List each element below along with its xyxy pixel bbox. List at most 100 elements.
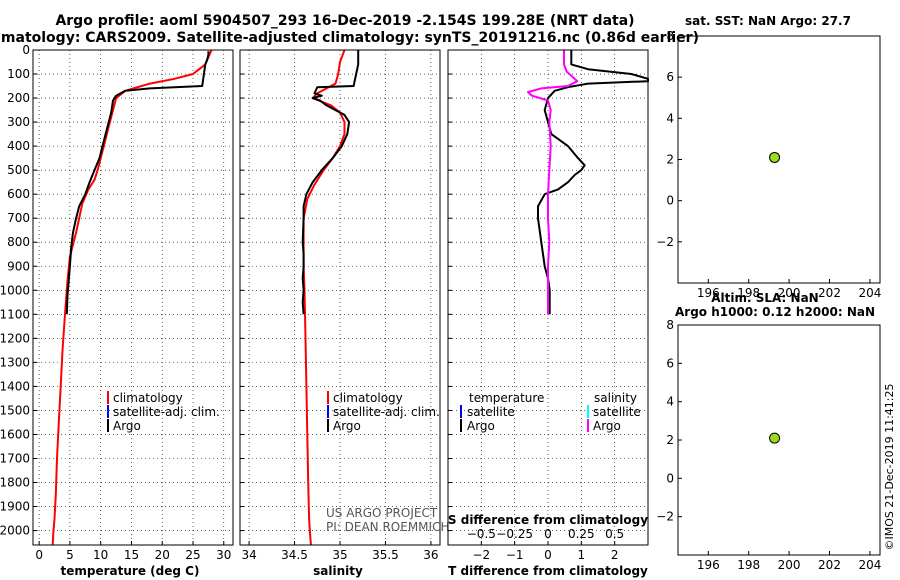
legend-label-t-argo: Argo [467,419,495,433]
salinity-panel: 34 34.5 35 35.5 36 salinity climatology sate… [239,49,449,578]
legend-label-argo: Argo [333,419,361,433]
y-tick-label: 1000 [0,283,30,297]
x-tick-label: 34 [241,548,256,562]
x-tick-label: 35.5 [372,548,399,562]
temperature-series [51,49,213,546]
legend-heading-temperature: temperature [469,391,544,405]
temperature-xlabel: temperature (deg C) [61,564,200,578]
y-tick-label: 1800 [0,476,30,490]
legend-label-climatology: climatology [333,391,403,405]
salinity-grid [240,49,440,545]
y-tick-label: 800 [7,235,30,249]
x-tick-label: 0 [544,548,552,562]
sla-ticks: −2 0 2 4 6 8 196 198 200 202 204 [656,318,881,572]
data-point [769,432,781,444]
legend-label-s-argo: Argo [593,419,621,433]
series-line-t-argo-clim [537,50,649,315]
x-tick-label: 5 [66,548,74,562]
difference-ticks: −2 −1 0 1 2 −0.5 −0.25 0 0.25 0.5 [448,49,624,562]
sst-title: sat. SST: NaN Argo: 27.7 [685,14,851,28]
x-tick-label: 204 [858,286,881,300]
legend-label-climatology: climatology [113,391,183,405]
difference-x2label: S difference from climatology [448,513,648,527]
difference-legend: temperature satellite Argo salinity sate… [460,391,641,433]
y-tick-label: 1300 [0,355,30,369]
credit-project: US ARGO PROJECT [326,506,438,520]
y-tick-label: 8 [666,318,674,332]
x-tick-label: 200 [778,558,801,572]
difference-panel: −2 −1 0 1 2 −0.5 −0.25 0 0.25 0.5 T difference fr… [447,49,649,578]
x-tick-label: 10 [93,548,108,562]
x2-tick-label: −0.25 [496,527,533,541]
figure-title-line2: Climatology: CARS2009. Satellite-adjuste… [0,30,699,46]
x-tick-label: 2 [611,548,619,562]
data-point [769,151,781,163]
y-tick-label: 200 [7,91,30,105]
salinity-xlabel: salinity [313,564,363,578]
y-tick-label: −2 [656,235,674,249]
y-tick-label: −2 [656,510,674,524]
x-tick-label: 196 [697,286,720,300]
salinity-legend: climatology satellite-adj. clim. Argo [327,391,440,433]
y-tick-label: 2 [666,433,674,447]
y-tick-label: 1600 [0,427,30,441]
y-tick-label: 600 [7,187,30,201]
y-tick-label: 1500 [0,403,30,417]
imos-timestamp: ©IMOS 21-Dec-2019 11:41:25 [883,384,896,551]
y-tick-label: 900 [7,259,30,273]
legend-label-t-satellite: satellite [467,405,515,419]
y-tick-label: 4 [666,395,674,409]
sst-panel: sat. SST: NaN Argo: 27.7 −2 0 2 4 6 8 196 198 20… [656,14,881,300]
x-tick-label: −2 [472,548,490,562]
x-tick-label: 35 [332,548,347,562]
legend-label-satellite: satellite-adj. clim. [113,405,220,419]
x-tick-label: 204 [858,558,881,572]
legend-label-s-satellite: satellite [593,405,641,419]
y-tick-label: 500 [7,163,30,177]
x-tick-label: −1 [506,548,524,562]
series-line-climatology [51,49,213,546]
x-tick-label: 202 [818,558,841,572]
x2-tick-label: 0.5 [605,527,624,541]
series-line-s-argo-clim [527,50,579,315]
sla-title-line2: Argo h1000: 0.12 h2000: NaN [675,305,875,319]
series-line-argo [301,50,360,315]
y-tick-label: 300 [7,115,30,129]
series-line-climatology [302,49,346,546]
x-tick-label: 20 [155,548,170,562]
y-tick-label: 0 [666,194,674,208]
difference-xlabel: T difference from climatology [448,564,648,578]
legend-label-argo: Argo [113,419,141,433]
y-tick-label: 6 [666,356,674,370]
y-tick-label: 700 [7,211,30,225]
y-tick-label: 400 [7,139,30,153]
x-tick-label: 0 [35,548,43,562]
x-tick-label: 202 [818,286,841,300]
temperature-ticks: 0100200300400500600700800900100011001200… [0,43,231,562]
x-tick-label: 30 [216,548,231,562]
y-tick-label: 100 [7,67,30,81]
sst-ticks: −2 0 2 4 6 8 196 198 200 202 204 [656,29,881,300]
figure-title-line1: Argo profile: aoml 5904507_293 16-Dec-20… [55,13,634,29]
y-tick-label: 1200 [0,331,30,345]
y-tick-label: 2000 [0,524,30,538]
y-tick-label: 4 [666,111,674,125]
sla-panel: Altim. SLA: NaN Argo h1000: 0.12 h2000: … [656,291,881,572]
credit-pi: PI: DEAN ROEMMICH [326,520,449,534]
salinity-ticks: 34 34.5 35 35.5 36 [240,49,439,562]
y-tick-label: 0 [666,471,674,485]
series-line-argo [65,51,210,315]
x2-tick-label: 0 [544,527,552,541]
x-tick-label: 200 [778,286,801,300]
temperature-grid [33,49,233,545]
temperature-panel: 0100200300400500600700800900100011001200… [0,43,234,578]
y-tick-label: 0 [22,43,30,57]
x-tick-label: 34.5 [281,548,308,562]
x-tick-label: 198 [737,286,760,300]
salinity-series [301,49,360,546]
sla-title-line1: Altim. SLA: NaN [711,291,818,305]
y-tick-label: 1400 [0,379,30,393]
temperature-axes-box [32,49,234,546]
legend-label-satellite: satellite-adj. clim. [333,405,440,419]
